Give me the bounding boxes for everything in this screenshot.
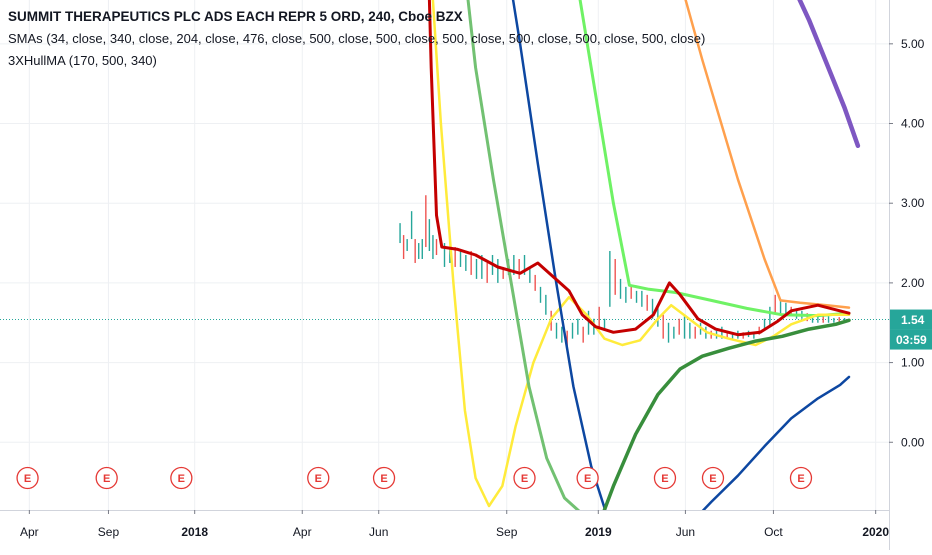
last-price-tag: 1.54 03:59 [890, 309, 932, 350]
series-line-6 [511, 0, 607, 510]
time-axis-tick-label: 2019 [585, 525, 612, 539]
grid [0, 0, 889, 510]
time-axis-tick-label: Sep [98, 525, 120, 539]
symbol-title: SUMMIT THERAPEUTICS PLC ADS EACH REPR 5 … [8, 9, 463, 24]
price-axis-tick-label: 2.00 [901, 276, 925, 290]
earnings-marker-label: E [103, 473, 110, 485]
time-axis-tick-label: Jun [369, 525, 388, 539]
price-axis-tick-label: 1.00 [901, 356, 925, 370]
time-axis: Apr Sep 2018 Apr Jun Sep 2019 Jun Oct 2020 [20, 510, 889, 539]
price-axis-tick-label: 5.00 [901, 37, 925, 51]
earnings-marker-circle [653, 466, 677, 490]
earnings-marker[interactable]: E [307, 466, 330, 490]
bar-countdown: 03:59 [896, 333, 927, 347]
earnings-marker-circle [789, 466, 813, 490]
moving-averages [427, 0, 861, 510]
earnings-marker-circle [307, 466, 330, 490]
earnings-marker-circle [372, 466, 396, 490]
series-line-9 [427, 0, 851, 337]
price-axis-tick-label: 3.00 [901, 196, 925, 210]
earnings-marker[interactable]: E [95, 466, 118, 490]
earnings-marker-circle [95, 466, 118, 490]
time-axis-tick-label: Oct [764, 525, 783, 539]
earnings-marker-label: E [521, 473, 528, 485]
earnings-marker[interactable]: E [16, 466, 39, 490]
countdown-tag-background [890, 329, 932, 350]
last-price-value: 1.54 [901, 313, 925, 327]
earnings-marker[interactable]: E [576, 466, 599, 490]
time-axis-tick-label: Sep [496, 525, 518, 539]
time-axis-tick-label: Apr [20, 525, 39, 539]
series-line-8 [701, 375, 851, 510]
earnings-marker[interactable]: E [789, 466, 813, 490]
earnings-marker-circle [513, 466, 536, 490]
earnings-marker-circle [16, 466, 39, 490]
sma-indicator-label[interactable]: SMAs (34, close, 340, close, 204, close,… [8, 31, 706, 46]
time-axis-tick-label: 2018 [181, 525, 208, 539]
time-axis-tick-label: Jun [676, 525, 695, 539]
series-line-1 [797, 0, 861, 149]
earnings-marker-label: E [709, 473, 716, 485]
earnings-marker-label: E [584, 473, 591, 485]
plot-layer [399, 0, 861, 510]
earnings-marker[interactable]: E [170, 466, 193, 490]
series-line-5 [466, 0, 581, 510]
price-bars [399, 195, 846, 347]
price-axis-tick-label: 0.00 [901, 435, 925, 449]
earnings-marker-label: E [315, 473, 322, 485]
earnings-marker-label: E [24, 473, 31, 485]
last-price-tag-background [890, 309, 932, 330]
earnings-marker-label: E [797, 473, 804, 485]
earnings-marker[interactable]: E [513, 466, 536, 490]
legend: SUMMIT THERAPEUTICS PLC ADS EACH REPR 5 … [8, 6, 705, 72]
earnings-marker-label: E [661, 473, 668, 485]
series-line-7 [602, 318, 851, 510]
earnings-marker-label: E [178, 473, 185, 485]
earnings-marker[interactable]: E [701, 466, 725, 490]
price-axis: 0.00 1.00 2.00 3.00 4.00 5.00 [889, 37, 925, 449]
price-axis-tick-label: 4.00 [901, 117, 925, 131]
earnings-marker-circle [701, 466, 725, 490]
earnings-marker[interactable]: E [372, 466, 396, 490]
earnings-marker-label: E [380, 473, 387, 485]
series-line-4 [431, 0, 851, 508]
earnings-marker-circle [576, 466, 599, 490]
series-line-3 [578, 0, 851, 318]
hull-ma-indicator-label[interactable]: 3XHullMA (170, 500, 340) [8, 53, 157, 68]
time-axis-tick-label: Apr [293, 525, 312, 539]
time-axis-tick-label: 2020 [862, 525, 889, 539]
earnings-marker-circle [170, 466, 193, 490]
earnings-marker[interactable]: E [653, 466, 677, 490]
